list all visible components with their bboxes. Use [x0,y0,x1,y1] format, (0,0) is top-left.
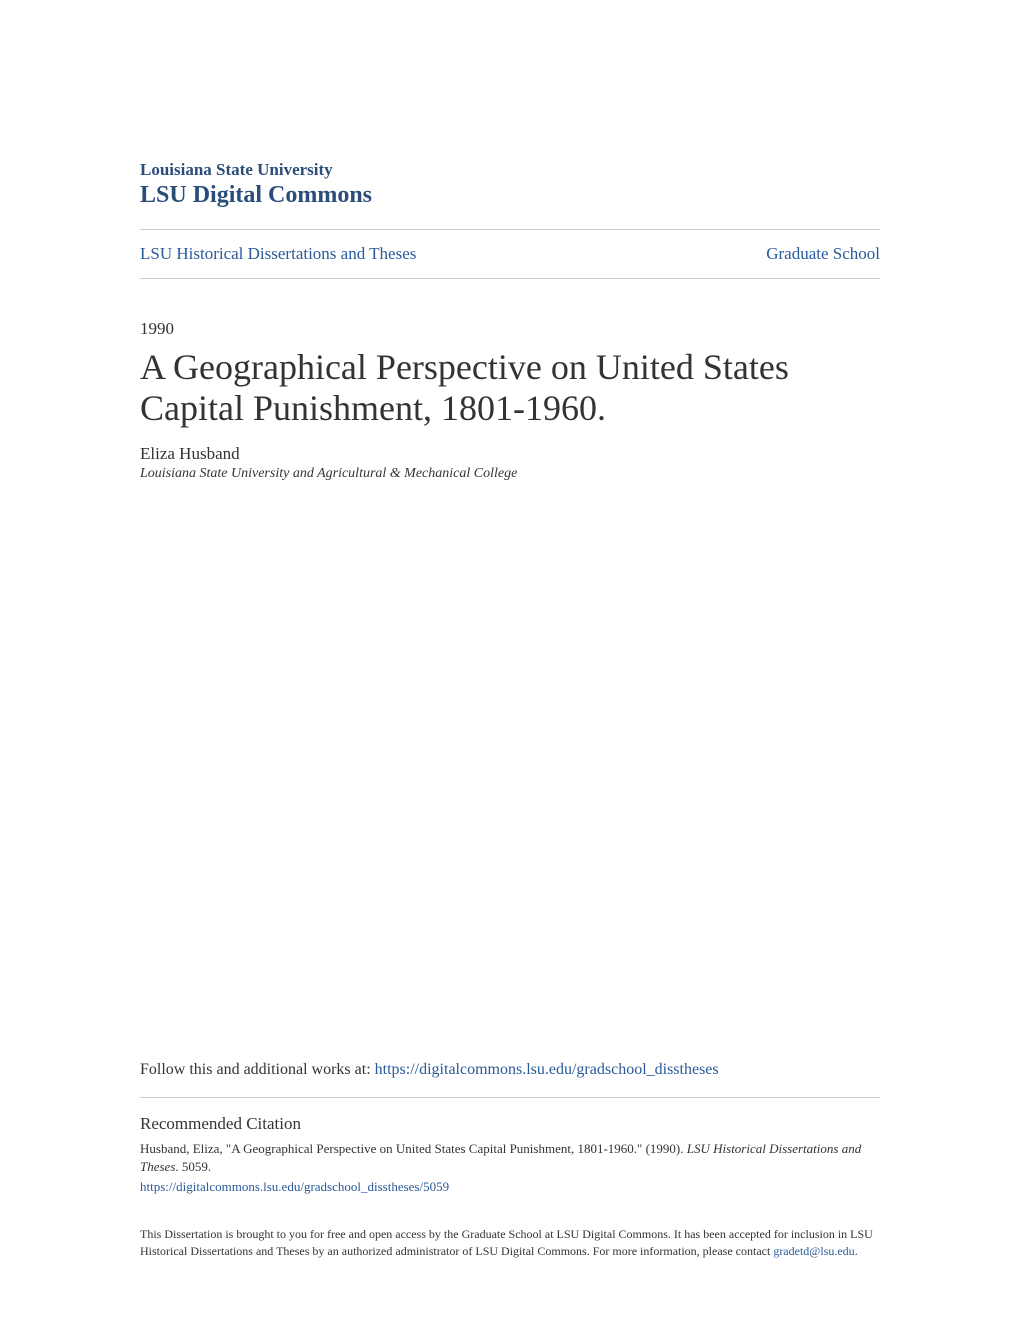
follow-text: Follow this and additional works at: htt… [140,1061,880,1079]
disclaimer-suffix: . [855,1244,858,1258]
contact-email-link[interactable]: gradetd@lsu.edu [773,1244,854,1258]
follow-link[interactable]: https://digitalcommons.lsu.edu/gradschoo… [375,1061,719,1078]
publication-year: 1990 [140,319,880,339]
author-affiliation: Louisiana State University and Agricultu… [140,466,880,482]
divider-nav [140,278,880,279]
citation-part1: Husband, Eliza, "A Geographical Perspect… [140,1141,687,1156]
divider-citation [140,1097,880,1098]
repository-name: LSU Digital Commons [140,182,880,209]
citation-part2: . 5059. [175,1159,211,1174]
page-container: Louisiana State University LSU Digital C… [0,0,1020,1320]
author-name: Eliza Husband [140,444,880,464]
collection-link[interactable]: LSU Historical Dissertations and Theses [140,244,416,264]
nav-row: LSU Historical Dissertations and Theses … [140,230,880,278]
institution-name: Louisiana State University [140,160,880,180]
citation-text: Husband, Eliza, "A Geographical Perspect… [140,1140,880,1197]
bottom-section: Follow this and additional works at: htt… [140,1061,880,1260]
graduate-school-link[interactable]: Graduate School [766,244,880,264]
document-title: A Geographical Perspective on United Sta… [140,347,880,430]
header-block: Louisiana State University LSU Digital C… [140,160,880,209]
disclaimer-text: This Dissertation is brought to you for … [140,1226,880,1260]
disclaimer-body: This Dissertation is brought to you for … [140,1227,873,1258]
citation-heading: Recommended Citation [140,1114,880,1134]
citation-link[interactable]: https://digitalcommons.lsu.edu/gradschoo… [140,1178,880,1196]
follow-prefix: Follow this and additional works at: [140,1061,375,1078]
